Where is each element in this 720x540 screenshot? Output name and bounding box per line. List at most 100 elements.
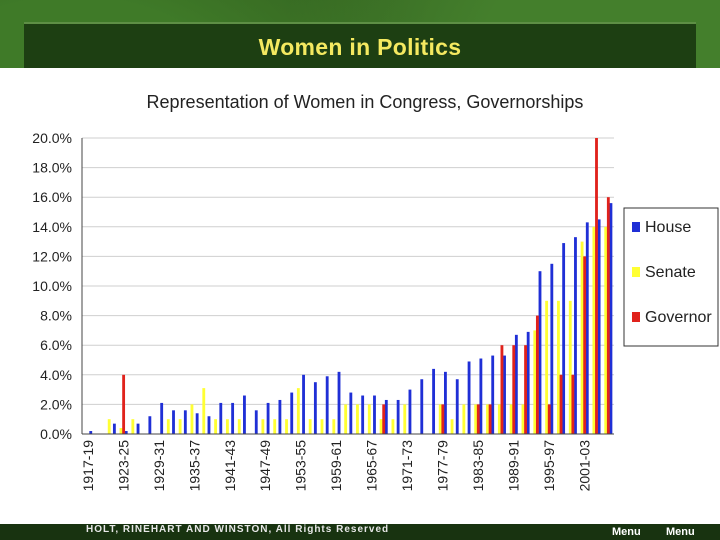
bar-governor [476, 404, 480, 434]
x-tick-label: 2001-03 [576, 440, 592, 492]
gridlines [82, 137, 614, 435]
bar-house [124, 431, 128, 434]
bar-senate [107, 419, 111, 434]
bar-senate [225, 419, 229, 434]
menu-button[interactable]: Menu [612, 526, 641, 538]
bar-governor [559, 374, 563, 434]
bar-senate [486, 404, 489, 434]
bar-house [219, 402, 223, 434]
bar-senate [403, 404, 407, 434]
bar-senate [237, 419, 241, 434]
chart-title: Representation of Women in Congress, Gov… [147, 92, 584, 112]
bar-house [467, 361, 471, 434]
x-tick-label: 1971-73 [399, 440, 415, 492]
bar-senate [296, 388, 300, 434]
bar-senate [557, 300, 560, 434]
bar-house [254, 410, 258, 434]
slide-title: Women in Politics [258, 33, 462, 60]
bar-house [479, 358, 483, 434]
bar-senate [356, 404, 359, 434]
bar-house [585, 222, 589, 434]
bar-governor [441, 404, 445, 434]
bar-house [290, 392, 294, 434]
x-tick-label: 1953-55 [293, 440, 309, 492]
bar-senate [261, 419, 265, 434]
bar-senate [592, 226, 596, 434]
x-tick-label: 1977-79 [435, 440, 451, 492]
bar-governor [524, 345, 527, 434]
bar-house [420, 379, 424, 434]
y-tick-label: 12.0% [32, 248, 72, 264]
bar-house [278, 399, 282, 434]
bar-governor [535, 315, 539, 434]
bar-senate [119, 428, 123, 434]
y-tick-label: 10.0% [32, 278, 72, 294]
legend-swatch-house [632, 222, 640, 232]
bar-house [574, 237, 577, 434]
bar-senate [308, 419, 312, 434]
bar-senate [462, 404, 466, 434]
bar-house [514, 334, 518, 434]
bar-senate [533, 330, 537, 434]
bar-governor [606, 197, 610, 434]
bar-chart: Representation of Women in Congress, Gov… [32, 92, 719, 492]
legend-swatch-senate [632, 267, 640, 277]
bar-house [526, 331, 530, 434]
x-tick-label: 1983-85 [470, 440, 486, 492]
x-tick-label: 1917-19 [80, 440, 96, 492]
bar-senate [391, 419, 395, 434]
bar-senate [604, 226, 608, 434]
bar-senate [438, 404, 442, 434]
bar-senate [497, 404, 501, 434]
bar-house [444, 371, 447, 434]
copyright-text: HOLT, RINEHART AND WINSTON, All Rights R… [86, 524, 390, 535]
bar-senate [521, 404, 525, 434]
bar-senate [568, 300, 572, 434]
bar-senate [509, 404, 513, 434]
bar-senate [332, 419, 336, 434]
bar-house [112, 423, 116, 434]
bar-house [302, 374, 305, 434]
bar-governor [571, 374, 575, 434]
legend-label-senate: Senate [645, 264, 696, 281]
legend-swatch-governor [632, 312, 640, 322]
bar-senate [190, 404, 194, 434]
y-tick-label: 8.0% [40, 308, 72, 324]
bar-senate [178, 419, 182, 434]
bar-senate [285, 419, 288, 434]
bar-senate [367, 404, 371, 434]
bar-governor [512, 345, 516, 434]
bar-house [136, 423, 140, 434]
bar-governor [583, 256, 587, 434]
bar-house [432, 368, 436, 434]
bar-senate [344, 404, 348, 434]
footer-bar: HOLT, RINEHART AND WINSTON, All Rights R… [0, 524, 720, 540]
bar-house [396, 399, 400, 434]
bar-house [207, 416, 211, 434]
bar-senate [320, 419, 324, 434]
bar-house [243, 395, 246, 434]
y-tick-label: 6.0% [40, 337, 72, 353]
bar-house [89, 431, 93, 434]
bar-house [148, 416, 152, 434]
bar-house [408, 389, 412, 434]
bar-governor [122, 374, 126, 434]
bar-house [231, 402, 235, 434]
bar-house [337, 371, 341, 434]
menu-button-secondary[interactable]: Menu [666, 526, 695, 538]
y-tick-label: 20.0% [32, 130, 72, 146]
bar-house [349, 392, 353, 434]
y-tick-label: 18.0% [32, 160, 72, 176]
y-tick-label: 14.0% [32, 219, 72, 235]
x-tick-label: 1935-37 [186, 440, 202, 492]
bar-house [384, 399, 388, 434]
x-axis: 1917-19 1923-25 1929-31 1935-37 1941-43 1947-… [80, 433, 614, 492]
x-tick-label: 1941-43 [222, 440, 238, 492]
bar-senate [474, 404, 478, 434]
x-tick-label: 1995-97 [541, 440, 557, 492]
bar-senate [273, 419, 277, 434]
bars-group [89, 138, 613, 434]
bar-house [562, 243, 566, 434]
x-tick-label: 1947-49 [257, 440, 273, 492]
y-tick-label: 2.0% [40, 396, 72, 412]
